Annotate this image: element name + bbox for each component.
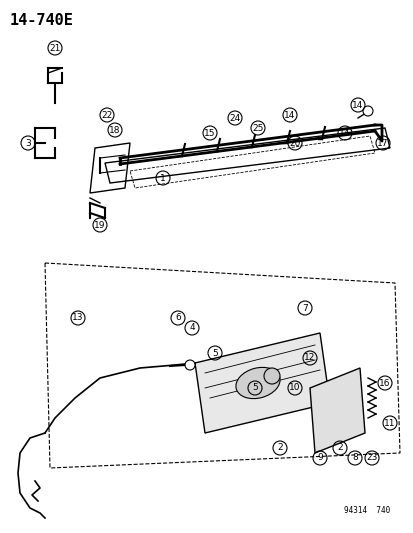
Text: 4: 4 (189, 324, 195, 333)
Text: 15: 15 (204, 128, 215, 138)
Text: 12: 12 (304, 353, 315, 362)
Text: 20: 20 (289, 139, 300, 148)
Text: 11: 11 (383, 418, 395, 427)
Text: 21: 21 (49, 44, 61, 52)
Polygon shape (309, 368, 364, 453)
Circle shape (263, 368, 279, 384)
Text: 6: 6 (175, 313, 180, 322)
Text: 14: 14 (339, 128, 350, 138)
Text: 7: 7 (301, 303, 307, 312)
Text: 5: 5 (211, 349, 217, 358)
Text: 23: 23 (366, 454, 377, 463)
Text: 25: 25 (252, 124, 263, 133)
Circle shape (362, 106, 372, 116)
Text: 2: 2 (277, 443, 282, 453)
Text: 8: 8 (351, 454, 357, 463)
Circle shape (185, 360, 195, 370)
Text: 19: 19 (94, 221, 105, 230)
Text: 10: 10 (289, 384, 300, 392)
Text: 18: 18 (109, 125, 121, 134)
Text: 14: 14 (351, 101, 363, 109)
Text: 3: 3 (25, 139, 31, 148)
Text: 9: 9 (316, 454, 322, 463)
Text: 1: 1 (160, 174, 166, 182)
Polygon shape (195, 333, 329, 433)
Text: 14: 14 (284, 110, 295, 119)
Text: 14-740E: 14-740E (10, 13, 74, 28)
Text: 17: 17 (376, 139, 388, 148)
Text: 5: 5 (252, 384, 257, 392)
Text: 22: 22 (101, 110, 112, 119)
Text: 13: 13 (72, 313, 83, 322)
Text: 94314  740: 94314 740 (343, 506, 389, 515)
Text: 2: 2 (336, 443, 342, 453)
Ellipse shape (235, 367, 280, 399)
Text: 16: 16 (378, 378, 390, 387)
Text: 24: 24 (229, 114, 240, 123)
